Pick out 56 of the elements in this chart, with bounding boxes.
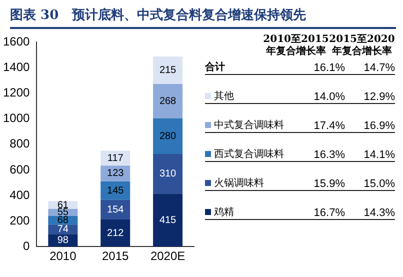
text: 14.7% (362, 62, 395, 74)
data-label: 117 (107, 152, 124, 164)
text: 14.1% (362, 149, 395, 161)
text: 16.3% (312, 149, 345, 161)
y-tick-label: 1600 (2, 34, 30, 49)
chart-title: 图表 30 预计底料、中式复合料复合增速保持领先 (10, 6, 396, 29)
bar (100, 166, 130, 182)
data-label: 145 (107, 185, 124, 196)
data-label: 415 (159, 214, 177, 226)
data-label: 215 (159, 64, 177, 76)
y-tick-label: 0 (23, 238, 30, 253)
bar (153, 56, 183, 84)
bar (100, 150, 130, 166)
legend-label: 火锅调味料 (214, 176, 264, 190)
text: 14.3% (362, 207, 395, 219)
data-label: 98 (57, 235, 69, 246)
x-tick-label: 2020E (150, 249, 186, 264)
y-tick-label: 200 (10, 213, 30, 228)
x-tick-label: 2010 (50, 249, 77, 264)
text: 16.1% (312, 62, 345, 74)
text: 合计 (205, 60, 225, 74)
text: 2015至2020年复合增长率 (329, 34, 395, 58)
bar (153, 154, 183, 194)
legend-label: 鸡精 (214, 206, 234, 219)
y-tick-label: 600 (10, 162, 30, 176)
bar (100, 200, 130, 220)
y-tick-label: 1400 (2, 60, 30, 74)
legend-label: 其他 (214, 90, 234, 103)
bar (153, 84, 183, 118)
y-tick-label: 1000 (2, 111, 30, 126)
data-label: 310 (159, 168, 177, 180)
y-tick-label: 400 (10, 188, 30, 202)
text: 15.0% (362, 178, 395, 190)
bar (100, 220, 130, 247)
data-label: 212 (107, 228, 124, 239)
data-label: 268 (159, 96, 177, 107)
data-label: 74 (57, 224, 69, 236)
text: 16.9% (362, 120, 395, 132)
legend-label: 西式复合调味料 (214, 148, 284, 161)
y-tick-label: 1200 (2, 86, 30, 100)
text: 17.4% (312, 120, 345, 132)
bar (153, 194, 183, 247)
data-label: 154 (107, 204, 124, 216)
y-tick-label: 800 (10, 136, 30, 151)
bar (153, 118, 183, 154)
text: 14.0% (312, 91, 345, 103)
x-tick-label: 2015 (102, 249, 130, 264)
bar (100, 181, 130, 200)
legend-label: 中式复合调味料 (214, 118, 284, 132)
data-label: 123 (107, 168, 124, 180)
data-label: 280 (159, 130, 177, 142)
text: 2010至2015年复合增长率 (263, 34, 329, 58)
text: 15.9% (312, 178, 345, 190)
text: 16.7% (312, 207, 345, 219)
text: 12.9% (362, 91, 395, 103)
data-label: 68 (57, 215, 69, 226)
